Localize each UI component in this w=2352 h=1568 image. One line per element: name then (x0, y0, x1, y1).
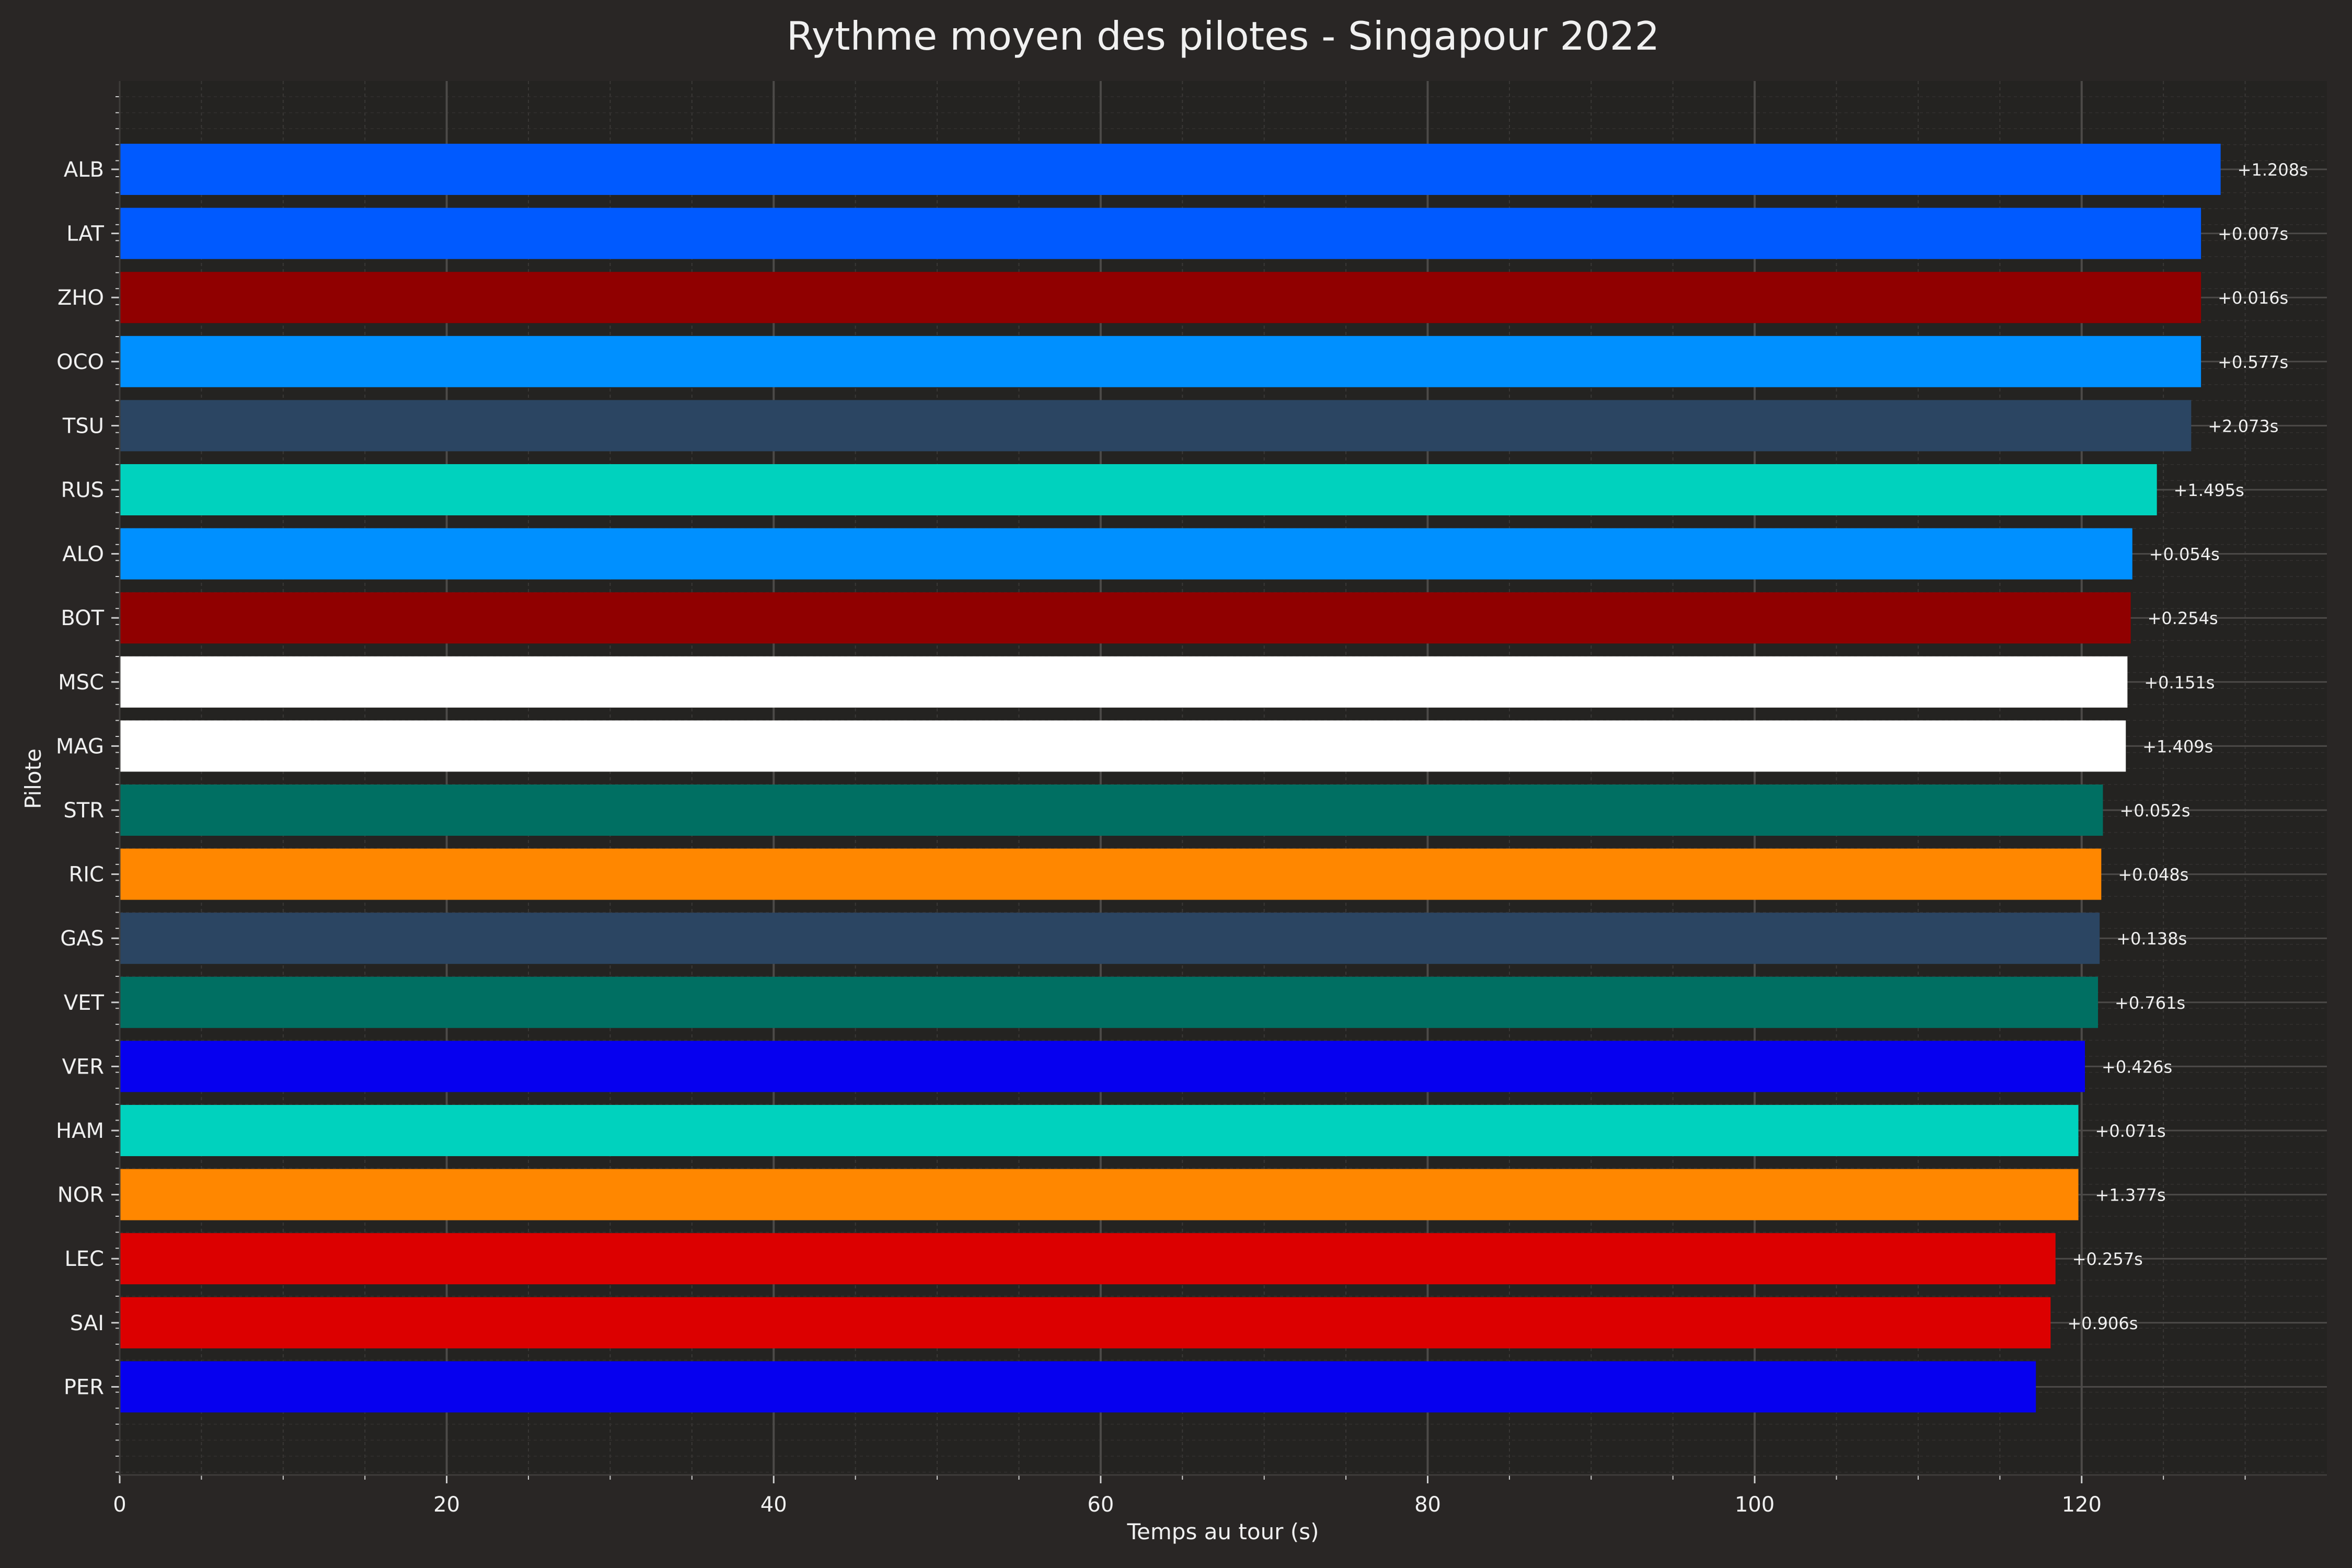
gap-label: +2.073s (2208, 416, 2278, 436)
bar-mag (120, 720, 2126, 772)
bar-sai (120, 1297, 2051, 1348)
y-tick-label: LEC (65, 1247, 105, 1271)
y-tick-label: MAG (56, 734, 104, 758)
gap-label: +1.377s (2095, 1185, 2166, 1205)
x-axis-title: Temps au tour (s) (1127, 1519, 1319, 1544)
bar-oco (120, 336, 2201, 387)
gap-label: +1.409s (2142, 736, 2213, 756)
y-tick-label: OCO (56, 350, 104, 374)
y-tick-label: RUS (61, 478, 104, 502)
y-tick-label: VER (62, 1055, 104, 1079)
gap-label: +1.495s (2174, 480, 2244, 500)
bar-alo (120, 528, 2132, 580)
y-tick-label: ALB (64, 158, 104, 182)
y-tick-label: SAI (70, 1311, 104, 1335)
bar-per (120, 1361, 2036, 1413)
gap-label: +0.577s (2218, 352, 2288, 372)
y-tick-label: GAS (60, 927, 104, 951)
x-tick-label: 100 (1735, 1493, 1774, 1517)
gap-label: +0.054s (2149, 545, 2220, 564)
bar-msc (120, 656, 2128, 708)
gap-label: +0.048s (2118, 865, 2188, 885)
bar-vet (120, 976, 2099, 1028)
chart-title: Rythme moyen des pilotes - Singapour 202… (787, 13, 1660, 59)
y-tick-label: PER (64, 1375, 104, 1399)
bar-str (120, 785, 2103, 836)
y-axis-title: Pilote (20, 748, 46, 809)
gap-label: +0.071s (2095, 1121, 2166, 1141)
bar-ric (120, 848, 2102, 900)
gap-label: +0.151s (2144, 673, 2215, 693)
y-tick-label: ALO (62, 543, 104, 567)
bar-rus (120, 464, 2157, 515)
bar-ham (120, 1105, 2079, 1156)
bars (120, 144, 2221, 1413)
x-tick-label: 20 (433, 1493, 460, 1517)
bar-nor (120, 1169, 2079, 1220)
y-tick-label: RIC (68, 863, 104, 887)
x-tick-label: 0 (113, 1493, 126, 1517)
gap-label: +0.007s (2218, 224, 2288, 244)
bar-lat (120, 207, 2201, 259)
bar-tsu (120, 400, 2192, 452)
x-tick-label: 60 (1087, 1493, 1114, 1517)
gap-label: +0.254s (2148, 608, 2218, 628)
bar-alb (120, 144, 2221, 195)
x-tick-label: 120 (2062, 1493, 2102, 1517)
y-tick-label: NOR (57, 1183, 104, 1207)
gap-label: +0.906s (2067, 1313, 2138, 1333)
gap-label: +0.016s (2218, 288, 2288, 308)
y-tick-label: ZHO (57, 286, 104, 310)
y-tick-label: MSC (58, 671, 104, 695)
gap-label: +0.257s (2072, 1249, 2143, 1269)
axes: ALB LAT ZHO OCO TSU RUS ALO BOT MSC MAG STR RIC GAS V… (56, 81, 2327, 1517)
gap-label: +0.052s (2119, 801, 2190, 821)
y-tick-label: LAT (66, 222, 104, 246)
y-tick-label: BOT (61, 606, 104, 630)
y-tick-label: TSU (62, 414, 104, 438)
x-tick-label: 40 (760, 1493, 787, 1517)
y-tick-label: VET (64, 991, 105, 1015)
y-tick-label: HAM (56, 1119, 104, 1143)
x-tick-label: 80 (1414, 1493, 1441, 1517)
data-labels: +1.208s +0.007s +0.016s +0.577s +2.073s +1.49… (2067, 160, 2308, 1333)
bar-gas (120, 913, 2100, 964)
gap-label: +0.426s (2102, 1057, 2172, 1077)
bar-lec (120, 1233, 2056, 1285)
gap-label: +1.208s (2238, 160, 2308, 180)
gap-label: +0.761s (2115, 993, 2185, 1013)
gap-label: +0.138s (2116, 929, 2187, 949)
bar-zho (120, 272, 2201, 324)
bar-bot (120, 592, 2131, 644)
bar-ver (120, 1041, 2085, 1092)
y-tick-label: STR (63, 799, 104, 823)
